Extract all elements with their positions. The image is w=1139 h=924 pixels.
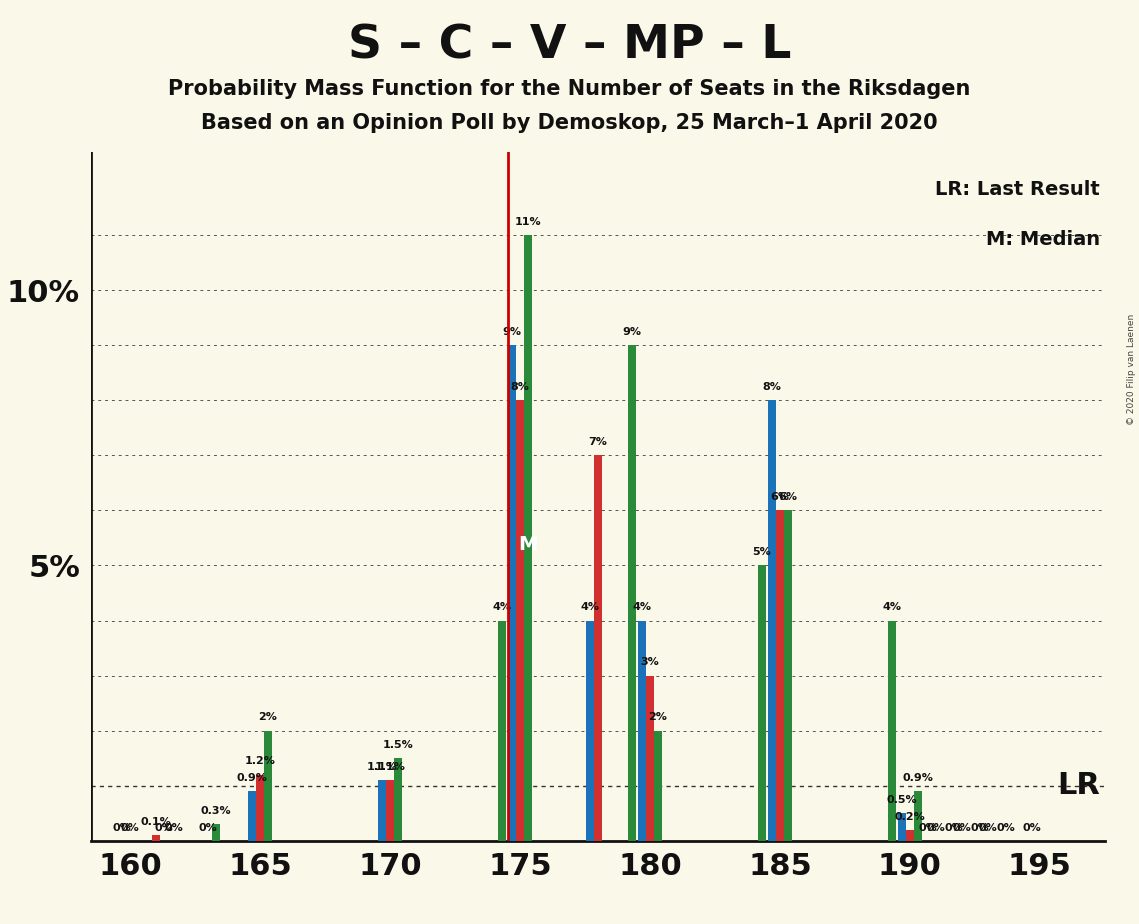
Text: 9%: 9% (502, 327, 522, 337)
Text: 6%: 6% (770, 492, 789, 502)
Bar (887, 621, 895, 841)
Text: S – C – V – MP – L: S – C – V – MP – L (347, 23, 792, 68)
Text: 0%: 0% (1023, 822, 1041, 833)
Bar (906, 830, 913, 841)
Text: 9%: 9% (622, 327, 641, 337)
Text: 8%: 8% (510, 382, 530, 392)
Text: 0%: 0% (944, 822, 964, 833)
Text: 0%: 0% (121, 822, 139, 833)
Text: 0%: 0% (952, 822, 972, 833)
Text: © 2020 Filip van Laenen: © 2020 Filip van Laenen (1126, 314, 1136, 425)
Text: 4%: 4% (632, 602, 652, 613)
Text: 0.9%: 0.9% (237, 773, 268, 783)
Bar (768, 400, 776, 841)
Text: 1.5%: 1.5% (383, 740, 413, 750)
Bar (248, 791, 256, 841)
Text: LR: LR (1057, 772, 1099, 800)
Text: 0%: 0% (113, 822, 132, 833)
Text: 11%: 11% (515, 217, 541, 226)
Bar (378, 780, 386, 841)
Text: 0%: 0% (978, 822, 998, 833)
Text: 0.9%: 0.9% (902, 773, 933, 783)
Text: 0%: 0% (970, 822, 990, 833)
Text: 3%: 3% (640, 657, 659, 667)
Text: 0.5%: 0.5% (887, 795, 917, 805)
Text: 2%: 2% (648, 712, 667, 723)
Text: M: M (518, 536, 538, 554)
Text: 1.2%: 1.2% (245, 757, 276, 767)
Text: 4%: 4% (581, 602, 599, 613)
Text: M: Median: M: Median (985, 229, 1099, 249)
Bar (776, 510, 784, 841)
Text: 6%: 6% (778, 492, 797, 502)
Text: 0%: 0% (997, 822, 1016, 833)
Bar (595, 456, 601, 841)
Text: 0%: 0% (165, 822, 183, 833)
Text: 2%: 2% (259, 712, 277, 723)
Text: 0%: 0% (919, 822, 937, 833)
Text: 4%: 4% (883, 602, 901, 613)
Bar (386, 780, 394, 841)
Text: 0.2%: 0.2% (894, 811, 925, 821)
Text: LR: Last Result: LR: Last Result (935, 180, 1099, 199)
Bar (394, 759, 402, 841)
Bar (153, 835, 159, 841)
Bar (757, 565, 765, 841)
Bar (899, 813, 906, 841)
Bar (256, 774, 264, 841)
Bar (212, 824, 220, 841)
Text: 0%: 0% (926, 822, 945, 833)
Text: 0.1%: 0.1% (141, 817, 172, 827)
Text: 1.1%: 1.1% (375, 762, 405, 772)
Text: 5%: 5% (753, 547, 771, 557)
Bar (784, 510, 792, 841)
Text: 8%: 8% (763, 382, 781, 392)
Text: 7%: 7% (589, 437, 607, 447)
Text: Probability Mass Function for the Number of Seats in the Riksdagen: Probability Mass Function for the Number… (169, 79, 970, 99)
Bar (913, 791, 921, 841)
Bar (264, 731, 272, 841)
Text: 0%: 0% (198, 822, 218, 833)
Text: 4%: 4% (492, 602, 511, 613)
Bar (516, 400, 524, 841)
Bar (587, 621, 595, 841)
Text: 0.3%: 0.3% (200, 806, 231, 816)
Text: 0%: 0% (155, 822, 173, 833)
Bar (508, 346, 516, 841)
Bar (524, 235, 532, 841)
Bar (498, 621, 506, 841)
Bar (654, 731, 662, 841)
Text: 1.1%: 1.1% (367, 762, 398, 772)
Bar (628, 346, 636, 841)
Bar (638, 621, 646, 841)
Bar (646, 675, 654, 841)
Text: Based on an Opinion Poll by Demoskop, 25 March–1 April 2020: Based on an Opinion Poll by Demoskop, 25… (202, 113, 937, 133)
